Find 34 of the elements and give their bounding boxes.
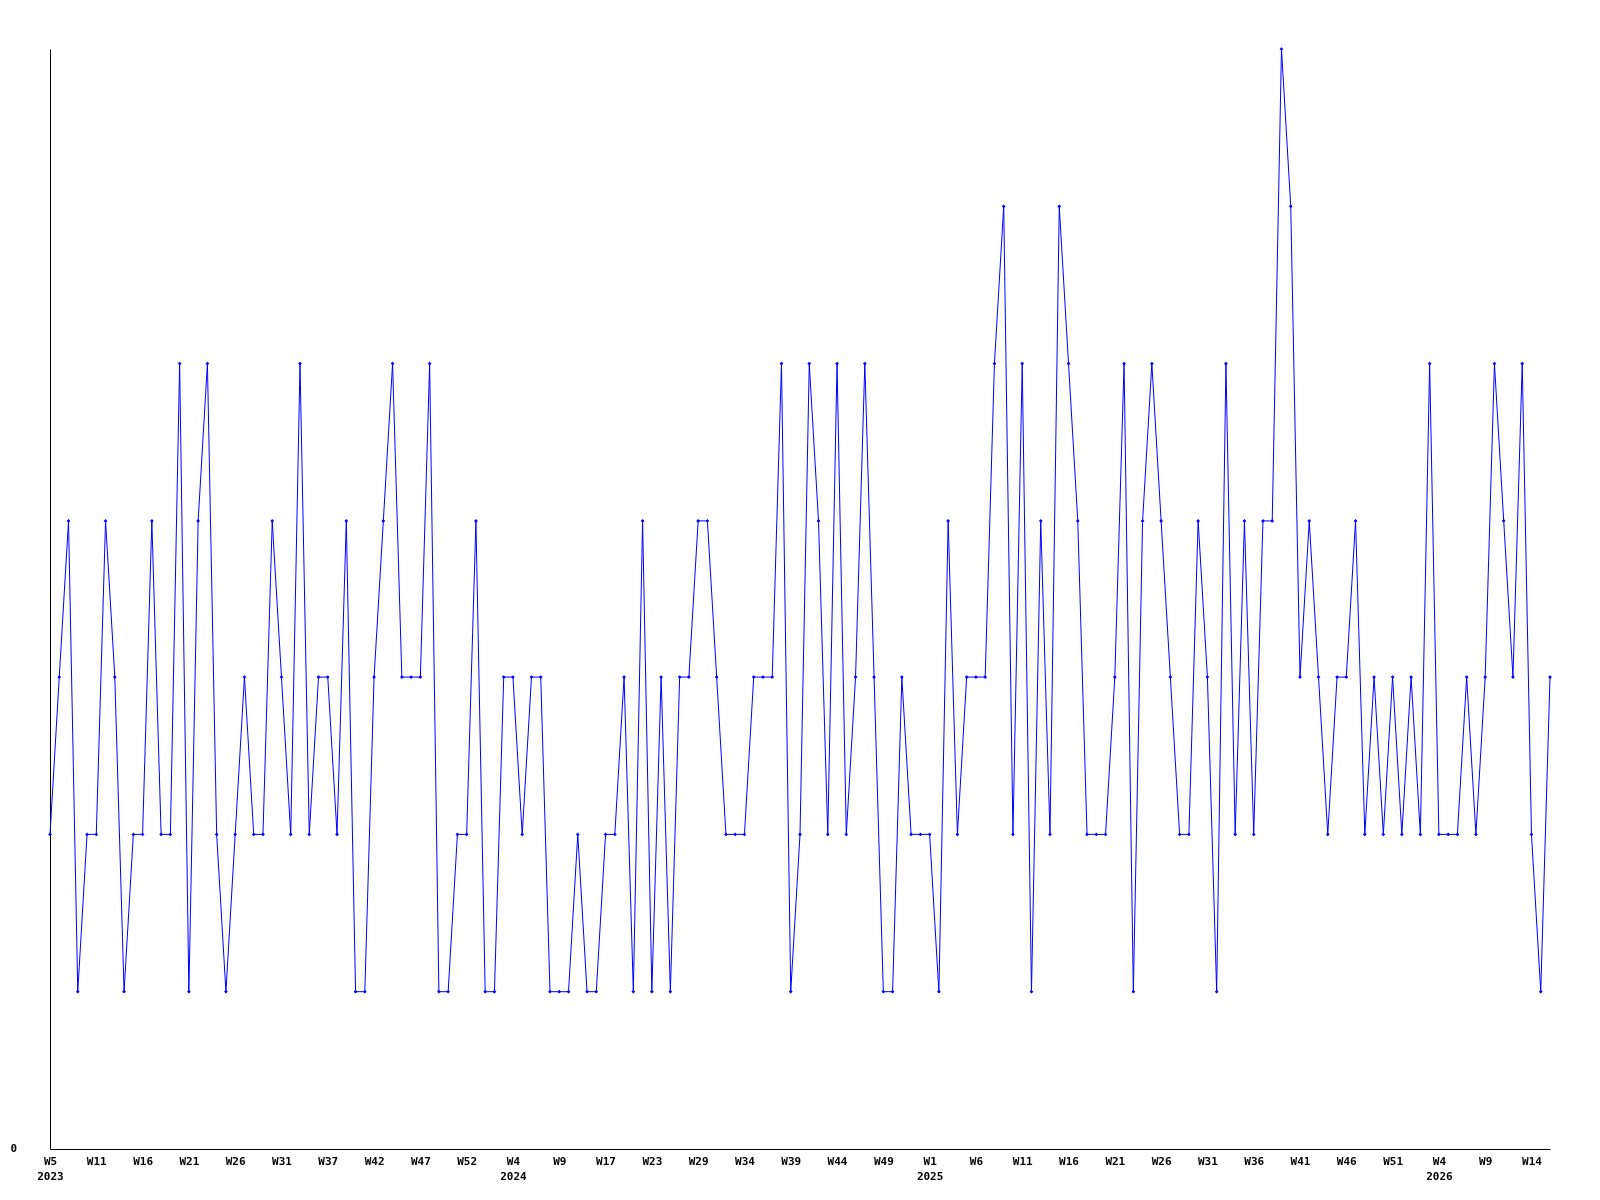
x-tick-label: W52 xyxy=(457,1154,478,1168)
x-tick-label: W42 xyxy=(364,1154,385,1168)
x-tick-label: W34 xyxy=(735,1154,756,1168)
x-tick-label: W44 xyxy=(827,1154,848,1168)
x-tick-label: W31 xyxy=(1197,1154,1219,1168)
x-tick-label: W36 xyxy=(1244,1154,1265,1168)
x-tick-label: W23 xyxy=(642,1154,663,1168)
text: 0 xyxy=(10,1142,17,1155)
x-tick-label: W47 xyxy=(410,1154,431,1168)
x-tick-label: W5 2023 xyxy=(37,1154,64,1183)
x-tick-label: W21 xyxy=(1105,1154,1126,1168)
x-tick-label: W26 xyxy=(1151,1154,1172,1168)
x-tick-label: W14 xyxy=(1522,1154,1543,1168)
x-tick-label: W9 xyxy=(1479,1154,1493,1168)
x-tick-label: W4 2024 xyxy=(500,1154,528,1183)
x-tick-label: W37 xyxy=(318,1154,339,1168)
x-tick-label: W11 xyxy=(1012,1154,1034,1168)
x-tick-label: W49 xyxy=(873,1154,894,1168)
x-tick-label: W9 xyxy=(553,1154,567,1168)
x-tick-label: W51 xyxy=(1383,1154,1404,1168)
x-tick-label: W17 xyxy=(596,1154,616,1168)
x-tick-label: W16 xyxy=(1059,1154,1080,1168)
x-tick-label: W16 xyxy=(133,1154,154,1168)
x-tick-label: W31 xyxy=(272,1154,293,1168)
x-tick-label: W41 xyxy=(1290,1154,1311,1168)
x-tick-label: W26 xyxy=(225,1154,246,1168)
x-tick-label: W1 2025 xyxy=(916,1154,944,1183)
x-tick-label: W29 xyxy=(688,1154,709,1168)
x-tick-label: W11 xyxy=(86,1154,108,1168)
x-tick-label: W4 2026 xyxy=(1426,1154,1454,1183)
x-tick-label: W6 xyxy=(969,1154,984,1168)
x-tick-label: W39 xyxy=(781,1154,802,1168)
x-tick-label: W21 xyxy=(179,1154,200,1168)
x-tick-label: W46 xyxy=(1336,1154,1358,1168)
